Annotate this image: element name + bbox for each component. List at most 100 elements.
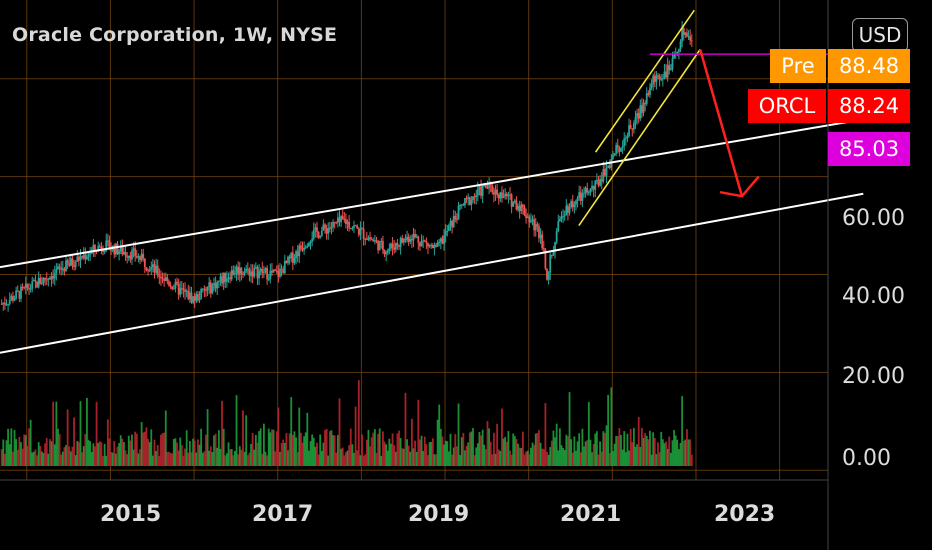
candle-body (311, 238, 314, 242)
candle-body (684, 32, 687, 35)
candle-body (538, 226, 540, 239)
candle-body (644, 102, 647, 104)
volume-bar (206, 409, 209, 466)
volume-bar (100, 442, 103, 466)
candle-body (689, 36, 692, 41)
candle-body (386, 250, 389, 253)
volume-bar (462, 432, 465, 466)
candle-body (341, 216, 344, 219)
candle-body (145, 267, 148, 271)
candle-body (608, 165, 611, 168)
candle-body (533, 219, 536, 231)
volume-bar (600, 451, 603, 466)
candle-body (213, 283, 215, 286)
wedge-line (578, 48, 701, 226)
volume-bar (160, 434, 162, 466)
candle-body (375, 240, 378, 242)
candle-body (42, 277, 45, 283)
volume-bar (528, 454, 531, 466)
volume-bar (29, 419, 32, 466)
volume-bar (650, 454, 653, 466)
candle-body (589, 188, 592, 193)
volume-bar (595, 431, 598, 466)
volume-bar (343, 455, 346, 466)
candle-body (308, 242, 310, 246)
candle-body (542, 248, 545, 250)
volume-bar (147, 438, 149, 466)
candle-body (135, 256, 138, 258)
candle-body (184, 289, 186, 292)
volume-bar (291, 434, 294, 466)
candle-body (332, 221, 334, 227)
volume-bar (591, 452, 593, 466)
candle-body (151, 264, 154, 267)
candle-body (584, 187, 587, 193)
candle-body (201, 288, 204, 290)
volume-bar (49, 439, 51, 466)
volume-bar (77, 442, 80, 466)
candle-body (687, 36, 690, 38)
volume-bar (198, 444, 201, 466)
volume-bar (224, 455, 227, 466)
candle-body (425, 241, 428, 243)
volume-bar (36, 455, 38, 466)
candle-body (74, 261, 77, 268)
volume-bar (513, 436, 516, 466)
currency-button[interactable]: USD (852, 18, 908, 52)
candle-body (348, 221, 351, 229)
candle-body (271, 270, 273, 273)
candle-body (5, 304, 8, 306)
volume-bar (390, 443, 392, 466)
volume-bar (661, 439, 664, 466)
volume-bar (686, 429, 688, 466)
volume-bar (391, 433, 394, 466)
candle-body (34, 279, 37, 282)
volume-bar (272, 429, 275, 466)
candle-body (259, 269, 262, 272)
volume-bar (443, 444, 445, 466)
candle-body (383, 249, 386, 255)
volume-bar (63, 447, 66, 466)
candle-body (412, 233, 415, 241)
volume-bar (531, 442, 534, 466)
candle-body (314, 227, 317, 231)
volume-bar (586, 440, 589, 466)
volume-bar (42, 452, 45, 466)
candle-body (58, 266, 61, 269)
candle-body (388, 248, 391, 251)
candle-body (586, 187, 589, 193)
x-tick-label: 2015 (100, 502, 162, 527)
volume-bar (166, 451, 169, 466)
volume-bar (439, 428, 442, 466)
candle-body (501, 192, 503, 198)
volume-bar (655, 454, 658, 466)
volume-bar (320, 450, 323, 466)
candle-body (357, 228, 360, 235)
candle-body (681, 28, 684, 42)
candle-body (682, 28, 685, 35)
volume-bar (293, 431, 296, 466)
candle-body (573, 204, 576, 208)
candle-body (216, 281, 219, 289)
candle-body (468, 197, 471, 205)
volume-bar (50, 441, 53, 466)
candle-body (2, 302, 5, 304)
volume-bar (552, 430, 555, 466)
candle-body (29, 288, 32, 290)
arrow-shaft (698, 49, 744, 197)
volume-bar (332, 435, 334, 466)
volume-bar (322, 442, 325, 466)
candle-body (87, 255, 90, 257)
volume-bar (271, 429, 273, 466)
volume-bar (325, 428, 328, 466)
candle-body (36, 281, 38, 288)
volume-bar (47, 453, 50, 466)
volume-bar (258, 431, 260, 466)
volume-bar (486, 421, 489, 466)
candle-body (583, 192, 585, 194)
volume-bar (118, 443, 121, 466)
volume-bar (385, 444, 388, 466)
volume-bar (507, 430, 510, 466)
volume-bar (288, 433, 291, 466)
